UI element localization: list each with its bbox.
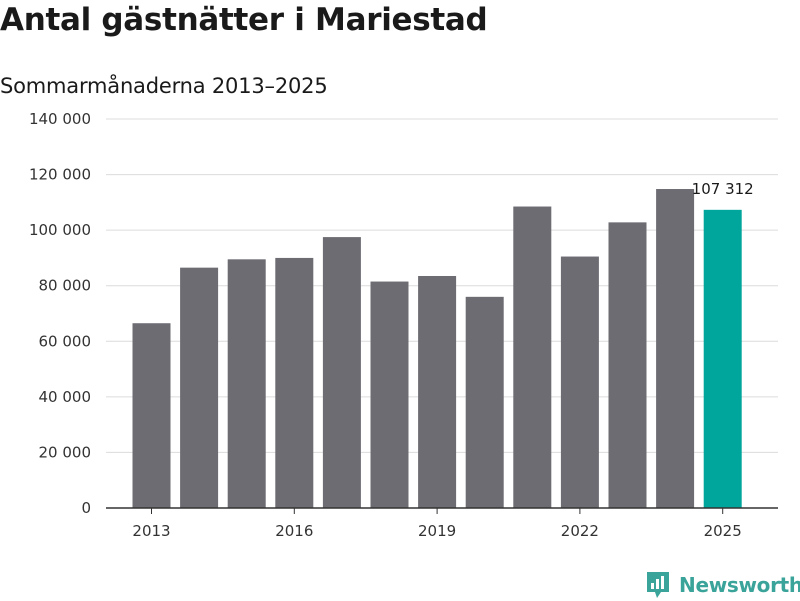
chart-title: Antal gästnätter i Mariestad	[0, 2, 488, 38]
bar-2022	[560, 256, 599, 508]
x-tick-label: 2025	[704, 522, 742, 540]
y-tick-label: 20 000	[39, 443, 92, 461]
y-axis-tick-labels: 0 20 000 40 000 60 000 80 000 100 000 120 000 1…	[29, 110, 91, 517]
y-tick-label: 80 000	[39, 277, 92, 295]
bar-2018	[370, 281, 409, 508]
x-tick-label: 2022	[561, 522, 599, 540]
bar-2025	[703, 209, 742, 509]
y-tick-label: 40 000	[39, 388, 92, 406]
bars	[132, 189, 742, 509]
data-labels: 107 312	[692, 180, 754, 198]
chart-subtitle: Sommarmånaderna 2013–2025	[0, 74, 328, 98]
bar-2015	[227, 259, 266, 508]
brand-name: Newsworthy	[679, 573, 800, 597]
bar-2017	[322, 237, 361, 508]
y-tick-label: 0	[81, 499, 91, 517]
x-tick-label: 2013	[132, 522, 170, 540]
x-tick-label: 2016	[275, 522, 313, 540]
bar-2013	[132, 323, 171, 508]
newsworthy-brand: Newsworthy	[645, 569, 800, 601]
bar-2019	[418, 275, 457, 508]
newsworthy-logo-icon	[647, 572, 669, 598]
y-tick-label: 120 000	[29, 166, 91, 184]
bar-2014	[180, 267, 219, 508]
bar-2020	[465, 296, 504, 508]
bar-2023	[608, 222, 647, 508]
data-label-2025: 107 312	[692, 180, 754, 198]
x-tick-label: 2019	[418, 522, 456, 540]
bar-2024	[656, 189, 695, 508]
y-tick-label: 100 000	[29, 221, 91, 239]
bar-2021	[513, 206, 552, 508]
x-axis-tick-labels: 2013 2016 2019 2022 2025	[132, 508, 742, 540]
bar-2016	[275, 257, 314, 508]
y-tick-label: 60 000	[39, 332, 92, 350]
y-tick-label: 140 000	[29, 110, 91, 128]
